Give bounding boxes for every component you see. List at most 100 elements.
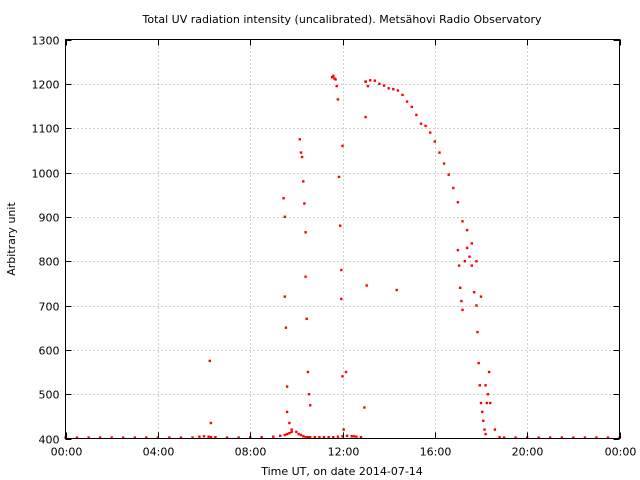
- data-point: [442, 162, 446, 165]
- data-point: [468, 255, 471, 258]
- data-point: [472, 291, 476, 294]
- data-point: [465, 228, 469, 232]
- y-tick-label: 500: [39, 389, 60, 402]
- data-point: [260, 436, 263, 439]
- x-axis-label: Time UT, on date 2014-07-14: [260, 465, 423, 478]
- data-point: [395, 288, 398, 292]
- data-point: [452, 186, 455, 190]
- y-tick-label: 1100: [32, 123, 60, 136]
- data-point: [366, 84, 370, 88]
- data-point: [487, 370, 491, 374]
- data-points: [64, 74, 621, 439]
- y-tick-label: 600: [39, 345, 60, 358]
- data-point: [485, 401, 488, 405]
- data-point: [352, 435, 356, 438]
- data-point: [302, 180, 305, 183]
- data-point: [378, 82, 381, 85]
- data-point: [145, 436, 148, 439]
- data-point: [306, 436, 310, 439]
- y-tick-label: 1300: [32, 35, 60, 48]
- data-point: [359, 436, 363, 439]
- data-point: [336, 98, 340, 101]
- data-point: [463, 260, 466, 263]
- axis-ticks: 400 500 600 700 800 900 1000 1100 1200 1300 00:00 0…: [32, 35, 637, 459]
- data-point: [335, 84, 338, 88]
- data-point: [334, 78, 337, 81]
- data-point: [498, 436, 501, 439]
- data-point: [299, 433, 303, 437]
- data-point: [415, 113, 418, 117]
- data-point: [191, 436, 194, 439]
- data-point: [481, 410, 484, 414]
- data-point: [303, 202, 306, 205]
- x-tick-label: 00:00: [605, 446, 637, 459]
- data-point: [396, 89, 400, 92]
- data-point: [345, 434, 349, 437]
- data-point: [341, 435, 344, 438]
- data-point: [456, 201, 460, 204]
- data-point: [419, 122, 423, 125]
- data-point: [98, 436, 102, 439]
- data-point: [304, 436, 307, 439]
- data-point: [75, 436, 79, 439]
- chart-title: Total UV radiation intensity (uncalibrat…: [142, 13, 542, 26]
- data-point: [429, 131, 432, 134]
- data-point: [306, 370, 310, 374]
- data-point: [168, 436, 171, 439]
- data-point: [489, 401, 492, 405]
- data-point: [284, 326, 288, 329]
- data-point: [482, 419, 485, 422]
- x-tick-label: 00:00: [51, 446, 83, 459]
- data-point: [87, 436, 90, 439]
- data-point: [272, 435, 275, 438]
- data-point: [297, 432, 300, 436]
- data-point: [288, 432, 291, 435]
- data-point: [285, 432, 289, 436]
- data-point: [288, 421, 291, 425]
- y-tick-label: 1000: [32, 168, 60, 181]
- data-point: [285, 385, 289, 388]
- data-point: [583, 436, 587, 439]
- data-point: [302, 435, 305, 438]
- data-point: [438, 151, 441, 154]
- y-axis-label: Arbitrary unit: [5, 202, 18, 276]
- data-point: [309, 404, 312, 407]
- data-point: [595, 436, 598, 439]
- data-point: [457, 264, 461, 267]
- data-point: [447, 173, 450, 176]
- data-point: [486, 393, 490, 396]
- data-point: [304, 275, 307, 278]
- data-point: [330, 76, 334, 79]
- data-point: [209, 421, 213, 425]
- data-point: [290, 430, 293, 434]
- data-point: [502, 436, 506, 439]
- data-point: [465, 246, 469, 250]
- data-point: [202, 435, 206, 438]
- data-point: [336, 435, 340, 438]
- data-point: [364, 80, 367, 83]
- data-point: [606, 436, 610, 439]
- data-point: [479, 401, 483, 405]
- data-point: [392, 88, 395, 91]
- data-point: [342, 428, 345, 431]
- data-point: [470, 264, 473, 267]
- y-tick-label: 700: [39, 301, 60, 314]
- x-tick-label: 16:00: [420, 446, 452, 459]
- x-tick-label: 20:00: [512, 446, 544, 459]
- data-point: [514, 436, 517, 439]
- data-point: [476, 330, 479, 334]
- data-point: [344, 370, 348, 374]
- data-point: [209, 436, 213, 439]
- data-point: [549, 436, 552, 439]
- data-point: [355, 435, 358, 438]
- data-point: [309, 436, 312, 439]
- data-point: [350, 435, 353, 438]
- data-point: [340, 268, 343, 272]
- data-point: [410, 105, 413, 109]
- data-point: [340, 297, 343, 301]
- data-point: [475, 260, 478, 263]
- data-point: [156, 436, 159, 439]
- data-point: [484, 432, 487, 436]
- data-point: [373, 79, 376, 82]
